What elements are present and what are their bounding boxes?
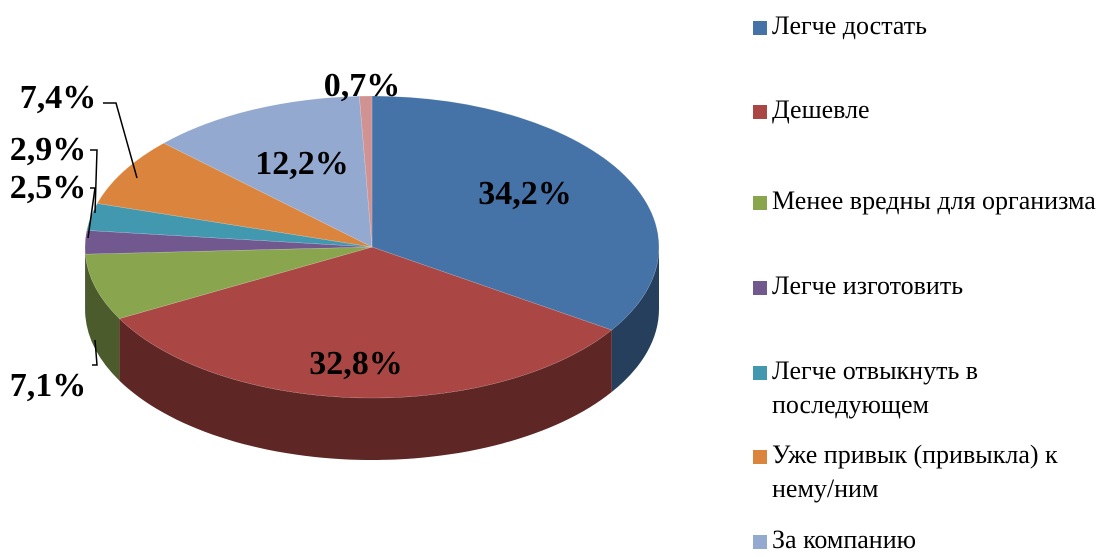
legend: Легче достать Дешевле Менее вредны для орг… (753, 11, 1096, 554)
legend-label: Легче изготовить (772, 271, 963, 300)
legend-label: За компанию (772, 525, 916, 554)
legend-label-line: последующем (772, 390, 929, 419)
legend-label: Уже привык (привыкла) к нему/ним (772, 440, 1058, 503)
legend-swatch (753, 196, 767, 210)
slice-side (119, 318, 612, 460)
slice-side (85, 254, 120, 381)
data-label: 32,8% (309, 345, 403, 382)
data-label: 2,5% (10, 169, 87, 206)
data-label: 7,1% (10, 367, 87, 404)
legend-label: Легче отвыкнуть в последующем (772, 356, 978, 419)
legend-swatch (753, 105, 767, 119)
slice (359, 95, 373, 248)
legend-label-line: Уже привык (привыкла) к (772, 440, 1058, 469)
legend-label-line: Легче отвыкнуть в (772, 356, 978, 385)
slice (84, 230, 373, 255)
slice (163, 95, 373, 248)
legend-label: Менее вредны для организма (772, 186, 1096, 215)
slice (96, 142, 373, 248)
leader-line (92, 339, 98, 366)
data-label: 2,9% (10, 131, 87, 168)
data-label: 7,4% (20, 79, 97, 116)
pie-sides (85, 247, 659, 460)
data-label: 34,2% (478, 175, 572, 212)
legend-swatch (753, 535, 767, 549)
legend-label: Легче достать (772, 11, 927, 40)
legend-swatch (753, 450, 767, 464)
slice (85, 246, 373, 319)
legend-swatch (753, 281, 767, 295)
legend-swatch (753, 366, 767, 380)
data-labels: 34,2% 32,8% 7,1% 2,5%2,9% 7,4% 12,2% 0,7% (10, 67, 572, 404)
slice-side (611, 247, 659, 393)
leader-line (103, 102, 138, 179)
leader-line (87, 187, 96, 239)
data-label: 0,7% (324, 67, 401, 104)
data-label: 12,2% (255, 145, 349, 182)
legend-swatch (753, 21, 767, 35)
pie-tops (84, 95, 660, 399)
slice (371, 95, 660, 331)
slice (118, 246, 613, 399)
leader-line (90, 149, 98, 214)
legend-label-line: нему/ним (772, 474, 878, 503)
legend-label: Дешевле (772, 95, 870, 124)
